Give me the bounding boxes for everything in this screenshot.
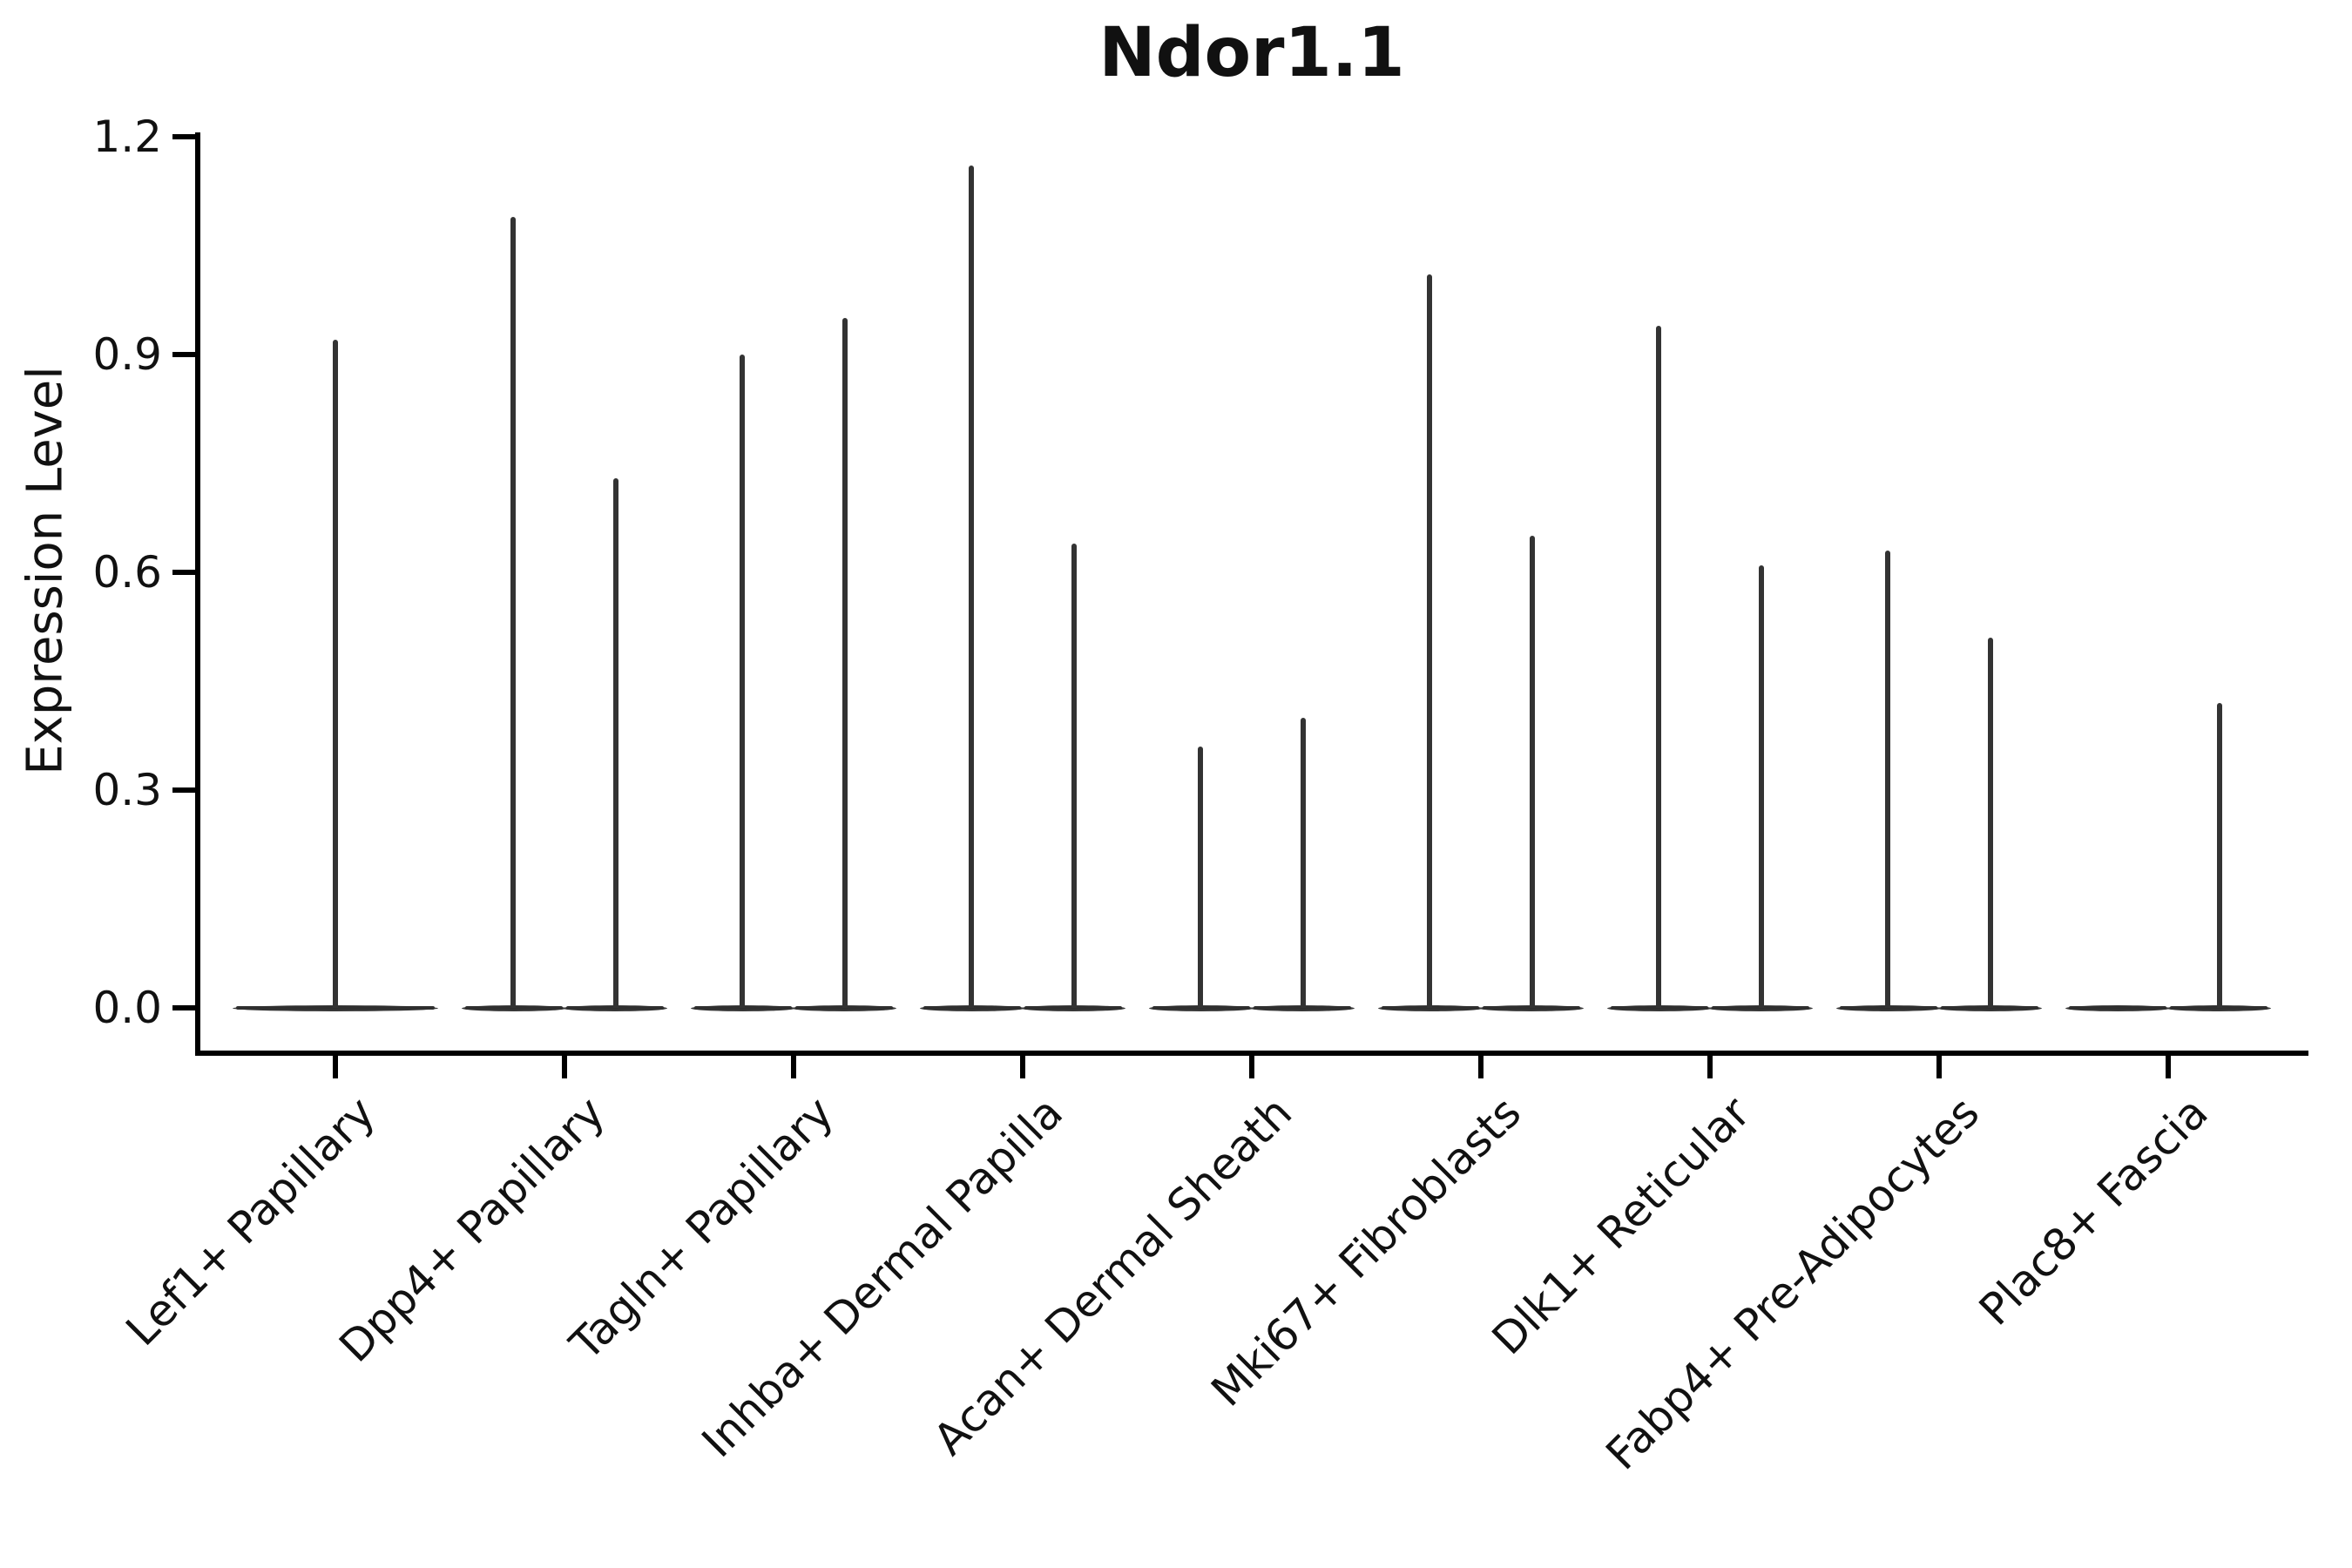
violin-baseline-core (236, 1006, 435, 1010)
violin-density-spike (1656, 325, 1661, 1008)
x-tick-label: Plac8+ Fascia (1970, 1087, 2219, 1335)
violin-density-spike (1301, 717, 1306, 1008)
x-tick-label: Lef1+ Papillary (116, 1087, 386, 1356)
violin-density-spike (740, 355, 745, 1008)
violin-baseline-core (1382, 1006, 1479, 1010)
x-tick-mark (562, 1056, 567, 1078)
violin-density-spike (1198, 747, 1203, 1008)
violin-density-spike (1988, 638, 1993, 1008)
violin-baseline-core (1611, 1006, 1708, 1010)
violin-density-spike (1759, 564, 1764, 1008)
violin-density-spike (969, 166, 974, 1008)
violin-baseline-core (694, 1006, 792, 1010)
y-tick-label: 0.0 (92, 983, 162, 1033)
violin-density-spike (333, 340, 338, 1008)
violin-baseline-core (1152, 1006, 1250, 1010)
violin-density-spike (1885, 551, 1890, 1008)
violin-baseline-core (923, 1006, 1021, 1010)
violin-density-spike (613, 477, 618, 1008)
x-tick-mark (1478, 1056, 1484, 1078)
violin-baseline-core (1483, 1006, 1580, 1010)
violin-density-spike (1071, 543, 1077, 1008)
y-tick-label: 0.6 (92, 547, 162, 598)
violin-baseline-core (1840, 1006, 1937, 1010)
y-axis-spine (195, 132, 200, 1056)
chart-title: Ndor1.1 (1098, 14, 1405, 92)
violin-baseline-core (2069, 1006, 2166, 1010)
violin-density-spike (1427, 274, 1432, 1008)
x-tick-mark (2166, 1056, 2171, 1078)
x-axis-spine (195, 1051, 2308, 1056)
violin-density-spike (510, 216, 516, 1008)
violin-baseline-core (1254, 1006, 1351, 1010)
y-tick-mark (172, 1005, 195, 1010)
y-tick-mark (172, 787, 195, 793)
x-tick-mark (1020, 1056, 1025, 1078)
x-tick-mark (1936, 1056, 1942, 1078)
x-tick-mark (1249, 1056, 1254, 1078)
violin-baseline-core (795, 1006, 893, 1010)
violin-baseline-core (2170, 1006, 2268, 1010)
y-tick-label: 0.9 (92, 329, 162, 380)
violin-density-spike (1530, 536, 1535, 1008)
x-tick-mark (333, 1056, 338, 1078)
y-tick-label: 0.3 (92, 765, 162, 815)
violin-baseline-core (465, 1006, 563, 1010)
y-tick-mark (172, 134, 195, 139)
violin-density-spike (842, 318, 848, 1008)
x-tick-label: Fabp4+ Pre-Adipocytes (1596, 1087, 1990, 1480)
violin-baseline-core (1941, 1006, 2038, 1010)
violin-baseline-core (1712, 1006, 1809, 1010)
violin-baseline-core (566, 1006, 664, 1010)
y-tick-mark (172, 570, 195, 575)
violin-density-spike (2217, 703, 2222, 1008)
x-tick-mark (1707, 1056, 1713, 1078)
x-tick-mark (791, 1056, 796, 1078)
violin-baseline-core (1024, 1006, 1122, 1010)
y-tick-mark (172, 352, 195, 357)
y-tick-label: 1.2 (92, 112, 162, 162)
